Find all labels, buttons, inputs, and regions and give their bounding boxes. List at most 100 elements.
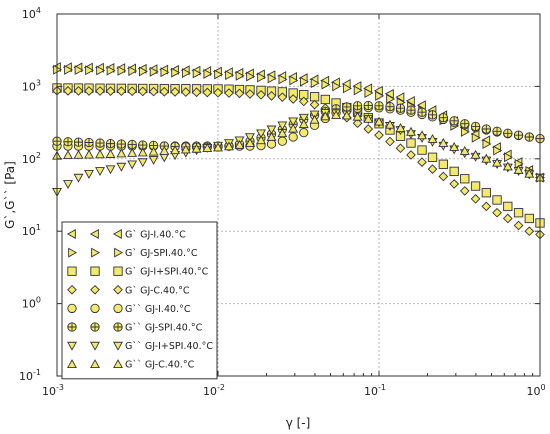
legend-label: G`` GJ-SPI.40.°C <box>125 323 203 334</box>
data-point <box>417 130 427 140</box>
data-point <box>137 147 148 157</box>
data-point <box>331 110 342 120</box>
data-point <box>438 159 448 169</box>
data-point <box>375 90 385 101</box>
data-point <box>459 145 470 155</box>
data-point <box>471 132 481 143</box>
data-point <box>427 164 438 174</box>
data-point <box>363 124 374 134</box>
data-point <box>470 121 481 132</box>
legend-marker <box>114 247 124 258</box>
data-point <box>277 121 288 131</box>
data-point <box>159 145 170 155</box>
data-point <box>192 68 202 79</box>
data-point <box>95 138 105 148</box>
legend-item: G`` GJ-I.40.°C <box>67 303 191 315</box>
data-point <box>214 69 224 80</box>
data-point <box>95 86 105 96</box>
data-point <box>427 152 438 162</box>
data-point <box>170 145 181 155</box>
data-point <box>266 125 277 135</box>
data-point <box>148 146 159 156</box>
data-point <box>298 113 309 123</box>
series-0 <box>51 62 544 183</box>
data-point <box>117 65 127 76</box>
legend-marker <box>113 284 123 295</box>
data-point <box>191 143 202 153</box>
y-tick-label: 101 <box>22 223 41 238</box>
data-point <box>148 140 159 151</box>
data-point <box>459 186 470 196</box>
series-7 <box>52 110 545 182</box>
legend-box <box>61 221 218 380</box>
data-point <box>352 111 363 121</box>
data-point <box>513 164 524 174</box>
legend-marker <box>67 284 77 295</box>
data-point <box>449 179 460 189</box>
data-point <box>95 149 105 159</box>
data-point <box>513 130 524 140</box>
series-2 <box>52 83 545 228</box>
y-tick-label: 100 <box>22 296 41 311</box>
data-point <box>481 201 492 212</box>
data-point <box>63 86 73 96</box>
y-tick-label: 102 <box>22 151 41 166</box>
data-point <box>395 123 406 132</box>
legend-label: G` GJ-C.40.°C <box>125 285 190 296</box>
x-tick-label: 10-3 <box>42 383 64 398</box>
data-point <box>245 137 255 147</box>
data-point <box>234 139 245 149</box>
data-point <box>460 126 470 137</box>
series-3 <box>52 85 545 240</box>
data-point <box>385 136 395 147</box>
data-point <box>246 71 256 82</box>
data-point <box>321 79 331 90</box>
data-point <box>438 113 448 123</box>
legend-label: G`` GJ-C.40.°C <box>125 360 195 371</box>
series-1 <box>53 64 546 183</box>
data-point <box>278 74 288 85</box>
data-point <box>406 138 416 148</box>
x-tick-label: 10-2 <box>203 383 225 398</box>
data-point <box>363 113 374 123</box>
data-point <box>406 126 416 136</box>
data-point <box>63 180 73 190</box>
data-point <box>299 127 309 138</box>
data-point <box>84 137 94 148</box>
legend-marker <box>112 229 122 239</box>
data-point <box>524 226 535 237</box>
data-point <box>245 133 255 143</box>
data-point <box>159 153 170 163</box>
legend-marker <box>67 322 77 332</box>
data-point <box>288 117 299 127</box>
data-point <box>374 101 384 111</box>
data-point <box>116 162 127 172</box>
data-point <box>74 65 84 76</box>
data-point <box>481 124 491 134</box>
data-point <box>386 94 396 104</box>
data-point <box>352 118 363 129</box>
data-point <box>64 64 74 75</box>
data-point <box>481 188 491 198</box>
data-point <box>492 126 502 136</box>
data-point <box>73 86 84 96</box>
data-point <box>84 149 94 159</box>
data-point <box>266 91 277 101</box>
data-point <box>492 157 503 167</box>
data-point <box>63 137 73 147</box>
data-point <box>363 100 373 111</box>
data-point <box>395 103 406 113</box>
data-point <box>105 165 116 175</box>
data-point <box>524 132 534 142</box>
data-point <box>493 145 503 156</box>
data-point <box>127 139 137 150</box>
data-point <box>320 111 331 121</box>
data-point <box>395 143 406 154</box>
data-point <box>73 137 84 147</box>
legend-marker <box>113 266 123 276</box>
data-point <box>128 66 138 77</box>
data-point <box>503 201 513 212</box>
legend-marker <box>67 266 77 276</box>
data-point <box>213 142 223 152</box>
